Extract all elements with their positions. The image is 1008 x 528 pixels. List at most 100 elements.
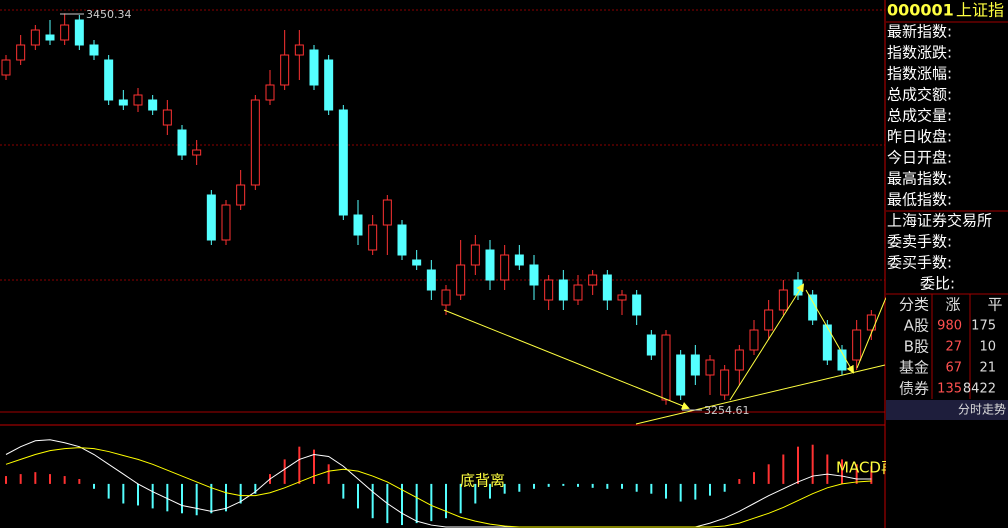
candle-body (236, 184, 246, 206)
candle-body (573, 284, 583, 301)
low-label: 3254.61 (704, 404, 750, 417)
candle-body (456, 264, 466, 296)
candle-body (602, 274, 612, 301)
macd-line (5, 447, 872, 528)
candle-body (133, 94, 143, 106)
candle-body (89, 44, 99, 56)
candle-body (866, 314, 876, 331)
name: 上证指 (956, 1, 1004, 20)
candle-body (778, 289, 788, 311)
candle-body (309, 49, 319, 86)
candle-body (280, 54, 290, 86)
candle-body (808, 294, 818, 321)
candle-body (470, 244, 480, 266)
candle-body (397, 224, 407, 256)
candle-body (412, 259, 422, 266)
field-label: 委卖手数: (887, 233, 952, 251)
table-cell: 基金 (899, 359, 929, 377)
table-cell: 21 (979, 361, 996, 376)
table-cell: 10 (979, 340, 996, 355)
candle-body (661, 334, 671, 401)
candle-body (514, 254, 524, 266)
candle-body (74, 19, 84, 46)
annotation: 底背离 (460, 472, 505, 490)
field-label: 昨日收盘: (887, 128, 952, 146)
table-cell: A股 (904, 317, 929, 335)
candle-body (617, 294, 627, 301)
table-cell: 175 (971, 319, 996, 334)
candle-body (45, 34, 55, 41)
field-label: 委比: (920, 275, 955, 293)
table-header: 平 (987, 296, 1002, 314)
candle-body (118, 99, 128, 106)
candle-body (148, 99, 158, 111)
field-label: 指数涨幅: (887, 65, 952, 83)
candle-body (294, 44, 304, 56)
candle-body (104, 59, 114, 101)
table-cell: 27 (945, 340, 962, 355)
candle-body (734, 349, 744, 371)
table-header: 涨 (945, 296, 960, 314)
table-cell: 980 (937, 319, 962, 334)
candle-body (485, 249, 495, 281)
field-label: 最低指数: (887, 191, 952, 209)
candle-body (646, 334, 656, 356)
field-label: 指数涨跌: (887, 44, 952, 62)
field-label: 总成交额: (887, 86, 952, 104)
grid (0, 0, 886, 528)
candle-body (338, 109, 348, 216)
candle-body (558, 279, 568, 301)
table-cell: 债券 (899, 380, 929, 398)
candle-body (529, 264, 539, 286)
candle-body (441, 289, 451, 306)
candle-body (206, 194, 216, 241)
high-label: 3450.34 (86, 8, 132, 21)
candle-body (764, 309, 774, 331)
exchange: 上海证券交易所 (887, 212, 992, 230)
table-cell: B股 (904, 338, 929, 356)
candle-body (368, 224, 378, 251)
candle-body (250, 99, 260, 186)
macd-panel (5, 439, 873, 528)
table-cell: 135 (937, 382, 962, 397)
candle-body (30, 29, 40, 46)
candle-body (1, 59, 11, 76)
tab-label[interactable]: 分时走势 (958, 403, 1006, 417)
candle-body (162, 109, 172, 126)
candle-body (632, 294, 642, 316)
macd-line (5, 439, 872, 528)
candle-body (500, 254, 510, 281)
field-label: 今日开盘: (887, 149, 952, 167)
candles (1, 13, 876, 405)
field-label: 委买手数: (887, 254, 952, 272)
candle-body (353, 214, 363, 236)
candle-body (822, 324, 832, 361)
candle-body (705, 359, 715, 376)
table-header: 分类 (899, 296, 929, 314)
candle-body (690, 354, 700, 376)
side-panel: 000001 上证指 分时走势 最新指数: 指数涨跌: 指数涨幅: 总成交额: 总成交量… (886, 0, 1008, 528)
candle-body (720, 369, 730, 396)
candle-body (324, 59, 334, 111)
candle-body (588, 274, 598, 286)
candle-body (676, 354, 686, 396)
table-cell: 67 (945, 361, 962, 376)
candle-body (426, 269, 436, 291)
candle-body (382, 199, 392, 226)
tab-button[interactable] (886, 400, 1008, 420)
field-label: 最新指数: (887, 23, 952, 41)
candle-body (852, 329, 862, 361)
candle-body (177, 129, 187, 156)
field-label: 总成交量: (887, 107, 952, 125)
candle-body (544, 279, 554, 301)
candle-body (16, 44, 26, 61)
candle-body (749, 329, 759, 351)
field-label: 最高指数: (887, 170, 952, 188)
code: 000001 (887, 1, 954, 20)
table-cell: 8422 (963, 382, 996, 397)
candle-body (192, 149, 202, 156)
candle-body (221, 204, 231, 241)
candle-body (60, 24, 70, 41)
candle-body (265, 84, 275, 101)
